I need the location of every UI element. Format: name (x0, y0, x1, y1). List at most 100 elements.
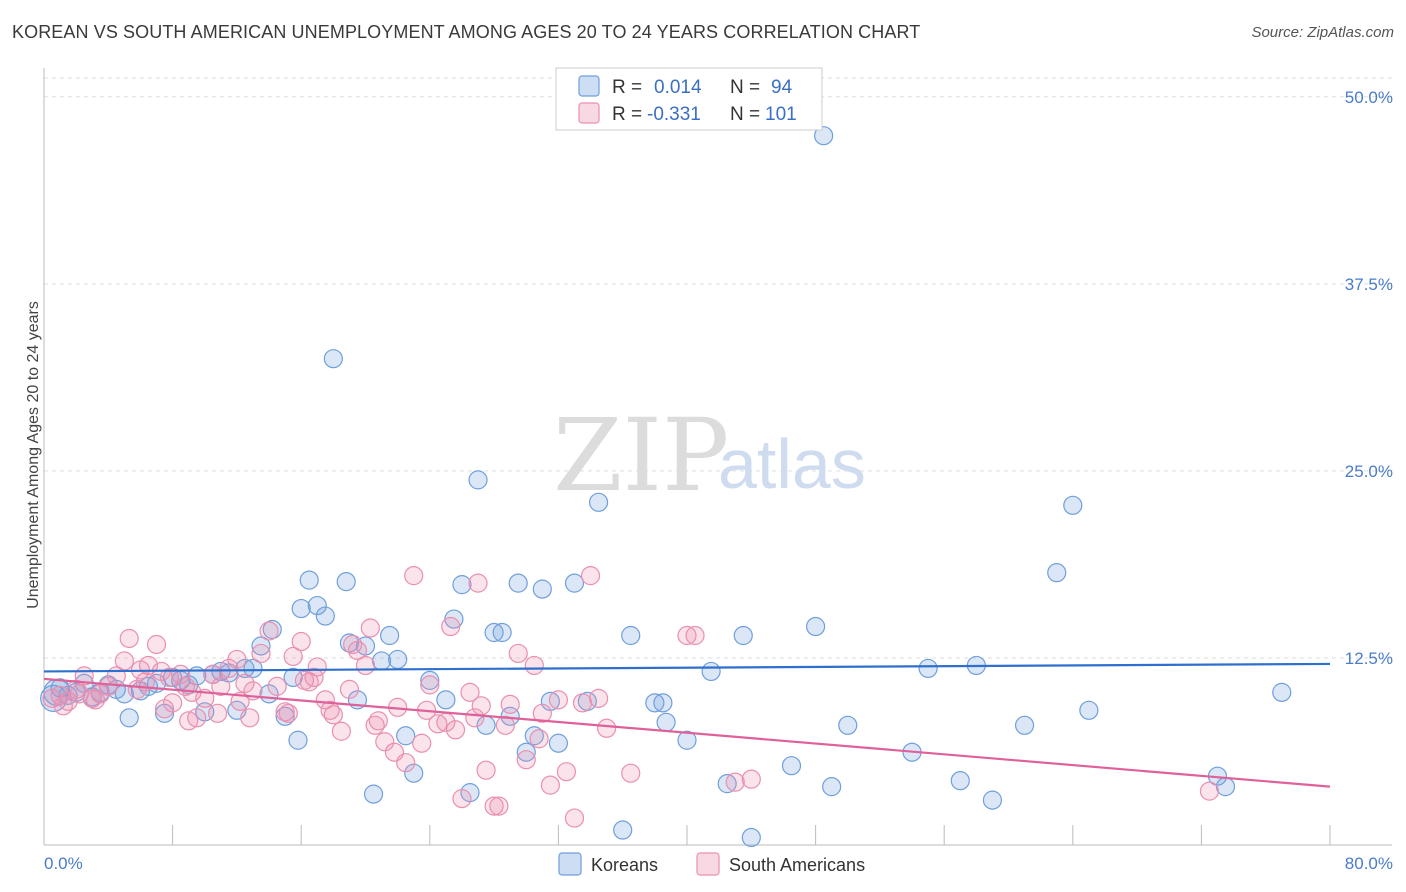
south-american-point (259, 621, 279, 641)
watermark-atlas: atlas (718, 425, 866, 503)
korean-point (323, 349, 343, 369)
y-axis-title: Unemployment Among Ages 20 to 24 years (25, 301, 42, 609)
south-american-point (548, 690, 569, 710)
trend-lines (43, 662, 1331, 788)
korean-trend-line (43, 662, 1331, 673)
south-american-point (540, 775, 560, 795)
south-american-point (441, 616, 461, 637)
korean-point (299, 570, 319, 590)
korean-point (588, 492, 609, 512)
korean-point (1215, 777, 1236, 797)
x-tick-label: 80.0% (1345, 854, 1393, 873)
korean-point (645, 693, 665, 713)
korean-point (656, 712, 676, 732)
south-american-point (404, 566, 424, 586)
south-american-point (516, 750, 536, 770)
south-american-point (227, 649, 247, 670)
korean-point (548, 733, 569, 753)
korean-point (1047, 563, 1067, 583)
south-american-point (251, 643, 271, 664)
korean-point (420, 670, 440, 690)
south-american-point (315, 690, 335, 710)
korean-point (396, 726, 416, 746)
legend-south-american-r-label: R = (612, 104, 642, 125)
south-american-point (208, 703, 228, 723)
south-american-point (339, 679, 360, 699)
korean-point (1063, 495, 1083, 515)
top-legend: R = 0.014 N = 94 R = -0.331 N = 101 (555, 67, 823, 131)
korean-point (532, 579, 552, 599)
legend-south-american-n-label: N = (730, 104, 760, 125)
south-american-point (343, 634, 363, 655)
korean-point (717, 774, 737, 794)
korean-point (814, 126, 834, 146)
south-american-point (69, 684, 89, 704)
legend-korean-n-label: N = (730, 77, 760, 98)
south-american-point (240, 708, 260, 728)
south-american-point (127, 679, 147, 699)
y-tick-label: 50.0% (1345, 88, 1393, 107)
south-american-point (468, 573, 488, 593)
south-american-point (275, 702, 295, 722)
south-american-point (460, 682, 480, 702)
south-american-point (1199, 781, 1220, 801)
korean-point (653, 693, 673, 713)
korean-point (805, 616, 826, 637)
korean-point (741, 827, 761, 848)
south-american-trend-line (43, 677, 1331, 788)
korean-point (243, 658, 263, 679)
south-american-point (564, 808, 585, 828)
korean-point (950, 771, 970, 791)
korean-point (154, 703, 175, 723)
korean-point (468, 470, 488, 490)
south-american-point (159, 667, 179, 688)
south-american-point (230, 691, 250, 711)
korean-point (918, 658, 938, 679)
south-american-point (452, 789, 472, 809)
legend-south-american-n-value: 101 (765, 104, 797, 125)
south-american-point (725, 772, 745, 792)
korean-point (492, 622, 512, 643)
south-american-point (146, 634, 167, 655)
korean-point (291, 598, 311, 619)
south-american-point (163, 693, 183, 713)
korean-point (484, 622, 504, 643)
korean-point (701, 661, 721, 682)
south-american-point (98, 676, 118, 696)
bottom-legend-south-american-swatch (696, 852, 720, 876)
korean-point (621, 625, 641, 646)
south-american-point (323, 705, 343, 725)
axes (43, 68, 1392, 846)
korean-point (119, 708, 139, 728)
south-american-point (53, 696, 73, 716)
south-american-point (235, 673, 255, 693)
source-label: Source: ZipAtlas.com (1251, 24, 1394, 41)
south-american-point (291, 631, 311, 652)
chart-title: KOREAN VS SOUTH AMERICAN UNEMPLOYMENT AM… (12, 22, 921, 42)
south-american-point (597, 718, 617, 738)
y-tick-label: 12.5% (1345, 649, 1393, 668)
korean-point (508, 573, 528, 593)
tick-labels: 12.5% 25.0% 37.5% 50.0% 0.0% 80.0% (44, 88, 1393, 873)
watermark-zip: ZIP (553, 397, 729, 514)
y-tick-label: 37.5% (1345, 275, 1393, 294)
korean-point (251, 636, 271, 656)
legend-box (555, 67, 823, 131)
bottom-legend-south-american-label: South Americans (729, 855, 865, 875)
south-american-point (375, 732, 395, 752)
south-american-point (85, 690, 106, 710)
korean-point (564, 573, 585, 593)
south-american-point (307, 657, 327, 677)
south-american-point (360, 618, 380, 638)
korean-point (1272, 682, 1292, 702)
south-american-point (365, 715, 385, 735)
korean-point (838, 715, 858, 735)
bottom-legend: Koreans South Americans (558, 852, 865, 876)
south-american-point (741, 769, 761, 789)
watermark: ZIP atlas (553, 397, 866, 514)
south-american-point (211, 676, 231, 696)
south-american-point (495, 715, 515, 735)
south-american-point (529, 729, 549, 749)
korean-point (452, 575, 472, 595)
